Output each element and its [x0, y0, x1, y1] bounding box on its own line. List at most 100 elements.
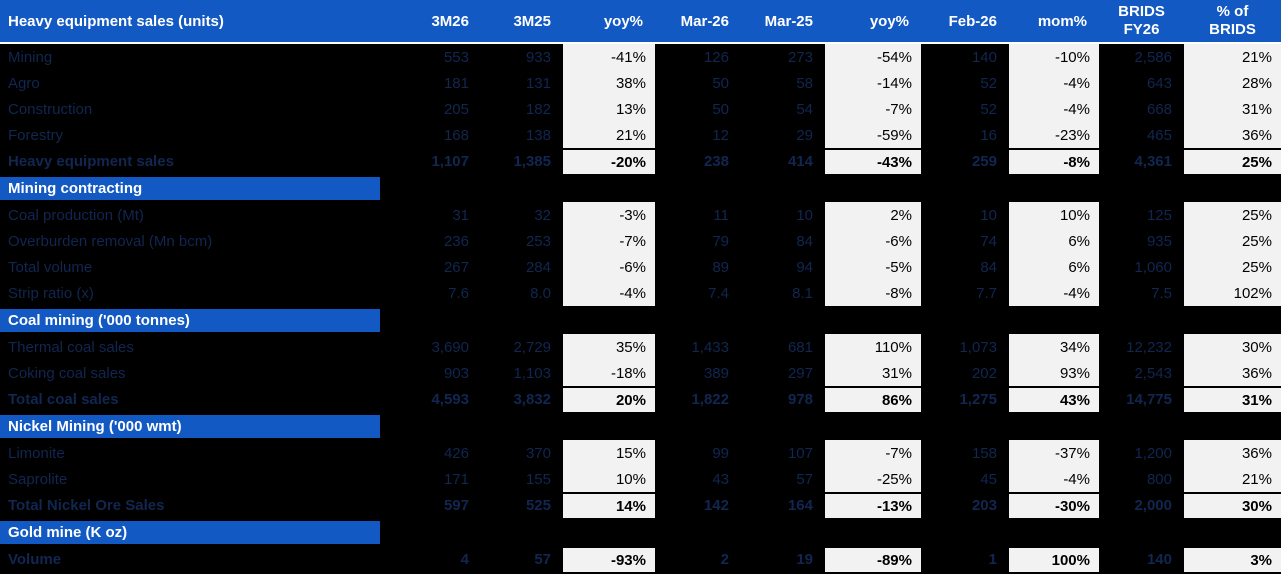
value-cell: 131: [525, 74, 551, 92]
table-row: Total coal sales 4,593 3,832 20% 1,822 978 86%…: [0, 386, 1281, 412]
value-cell: 45: [980, 470, 997, 488]
section-header-row: Gold mine (K oz): [0, 518, 1281, 546]
pct-cell: -37%: [1009, 440, 1099, 466]
section-header-coal-mining-000-tonnes: Coal mining ('000 tonnes): [0, 308, 380, 332]
value-cell: 2,000: [1134, 496, 1172, 514]
pct-cell: 36%: [1184, 360, 1281, 386]
value-cell: 11: [713, 206, 729, 224]
value-cell: 236: [443, 232, 469, 250]
value-cell: 1,822: [691, 390, 729, 408]
value-cell: 7.7: [976, 284, 997, 302]
value-cell: 414: [787, 152, 813, 170]
value-cell: 1,060: [1134, 258, 1172, 276]
value-cell: 32: [534, 206, 551, 224]
table-row: Total volume 267 284 -6% 89 94 -5% 84 6% 1,060 25%: [0, 254, 1281, 280]
value-cell: 84: [796, 232, 813, 250]
value-cell: 14,775: [1126, 390, 1172, 408]
value-cell: 597: [443, 496, 469, 514]
pct-cell: 13%: [563, 96, 655, 122]
row-label: Volume: [8, 550, 62, 568]
pct-cell: -4%: [563, 280, 655, 306]
table-row: Agro 181 131 38% 50 58 -14% 52 -4% 643 28%: [0, 70, 1281, 96]
value-cell: 1,103: [513, 364, 551, 382]
row-label: Heavy equipment sales: [8, 152, 174, 170]
row-label: Saprolite: [8, 470, 68, 488]
value-cell: 12,232: [1126, 338, 1172, 356]
pct-cell: -14%: [825, 70, 921, 96]
value-cell: 2,729: [513, 338, 551, 356]
value-cell: 1,385: [513, 152, 551, 170]
value-cell: 273: [787, 48, 813, 66]
value-cell: 50: [712, 74, 729, 92]
col-header: yoy%: [603, 12, 643, 30]
value-cell: 52: [980, 100, 997, 118]
value-cell: 935: [1146, 232, 1172, 250]
value-cell: 84: [980, 258, 997, 276]
pct-cell: -7%: [825, 96, 921, 122]
section-header-row: Coal mining ('000 tonnes): [0, 306, 1281, 334]
pct-cell: -10%: [1009, 44, 1099, 70]
col-header: Mar-25: [764, 12, 813, 30]
value-cell: 370: [525, 444, 551, 462]
value-cell: 50: [712, 100, 729, 118]
pct-cell: 21%: [1184, 44, 1281, 70]
pct-cell: -8%: [1009, 148, 1099, 174]
pct-cell: -4%: [1009, 466, 1099, 492]
pct-cell: 10%: [563, 466, 655, 492]
value-cell: 4,361: [1134, 152, 1172, 170]
value-cell: 7.5: [1151, 284, 1172, 302]
table-row: Total Nickel Ore Sales 597 525 14% 142 164 -13…: [0, 492, 1281, 518]
pct-cell: 28%: [1184, 70, 1281, 96]
pct-cell: 25%: [1184, 148, 1281, 174]
pct-cell: 30%: [1184, 492, 1281, 518]
pct-cell: -6%: [825, 228, 921, 254]
value-cell: 426: [443, 444, 469, 462]
value-cell: 465: [1146, 126, 1172, 144]
table-row: Forestry 168 138 21% 12 29 -59% 16 -23% 465 36%: [0, 122, 1281, 148]
table-body: Mining 553 933 -41% 126 273 -54% 140 -10% 2,586 21…: [0, 44, 1281, 572]
col-header: 3M26: [431, 12, 469, 30]
pct-cell: 30%: [1184, 334, 1281, 360]
value-cell: 29: [796, 126, 813, 144]
table-row: Strip ratio (x) 7.6 8.0 -4% 7.4 8.1 -8% 7.7 -4% 7…: [0, 280, 1281, 306]
pct-cell: -89%: [825, 546, 921, 572]
value-cell: 31: [452, 206, 469, 224]
table-row: Coking coal sales 903 1,103 -18% 389 297 31% 20…: [0, 360, 1281, 386]
section-header-row: Mining contracting: [0, 174, 1281, 202]
pct-cell: 36%: [1184, 122, 1281, 148]
value-cell: 668: [1146, 100, 1172, 118]
table-row: Coal production (Mt) 31 32 -3% 11 10 2% 10 10% 12…: [0, 202, 1281, 228]
col-header: BRIDS FY26: [1118, 3, 1165, 38]
pct-cell: 31%: [1184, 386, 1281, 412]
col-header: mom%: [1037, 12, 1087, 30]
value-cell: 284: [525, 258, 551, 276]
value-cell: 2: [720, 550, 729, 568]
pct-cell: -3%: [563, 202, 655, 228]
value-cell: 4,593: [431, 390, 469, 408]
pct-cell: 35%: [563, 334, 655, 360]
pct-cell: 86%: [825, 386, 921, 412]
pct-cell: 34%: [1009, 334, 1099, 360]
row-label: Construction: [8, 100, 93, 118]
value-cell: 2,586: [1134, 48, 1172, 66]
row-label: Coking coal sales: [8, 364, 126, 382]
value-cell: 1,107: [431, 152, 469, 170]
col-header: yoy%: [869, 12, 909, 30]
row-label: Agro: [8, 74, 40, 92]
col-header: Mar-26: [680, 12, 729, 30]
value-cell: 1,200: [1134, 444, 1172, 462]
pct-cell: 43%: [1009, 386, 1099, 412]
value-cell: 99: [712, 444, 729, 462]
pct-cell: -4%: [1009, 280, 1099, 306]
value-cell: 7.4: [708, 284, 729, 302]
value-cell: 3,832: [513, 390, 551, 408]
row-label: Thermal coal sales: [8, 338, 134, 356]
value-cell: 203: [971, 496, 997, 514]
value-cell: 171: [443, 470, 469, 488]
table-row: Construction 205 182 13% 50 54 -7% 52 -4% 668 31%: [0, 96, 1281, 122]
value-cell: 79: [712, 232, 729, 250]
pct-cell: 31%: [825, 360, 921, 386]
pct-cell: 20%: [563, 386, 655, 412]
pct-cell: -7%: [825, 440, 921, 466]
